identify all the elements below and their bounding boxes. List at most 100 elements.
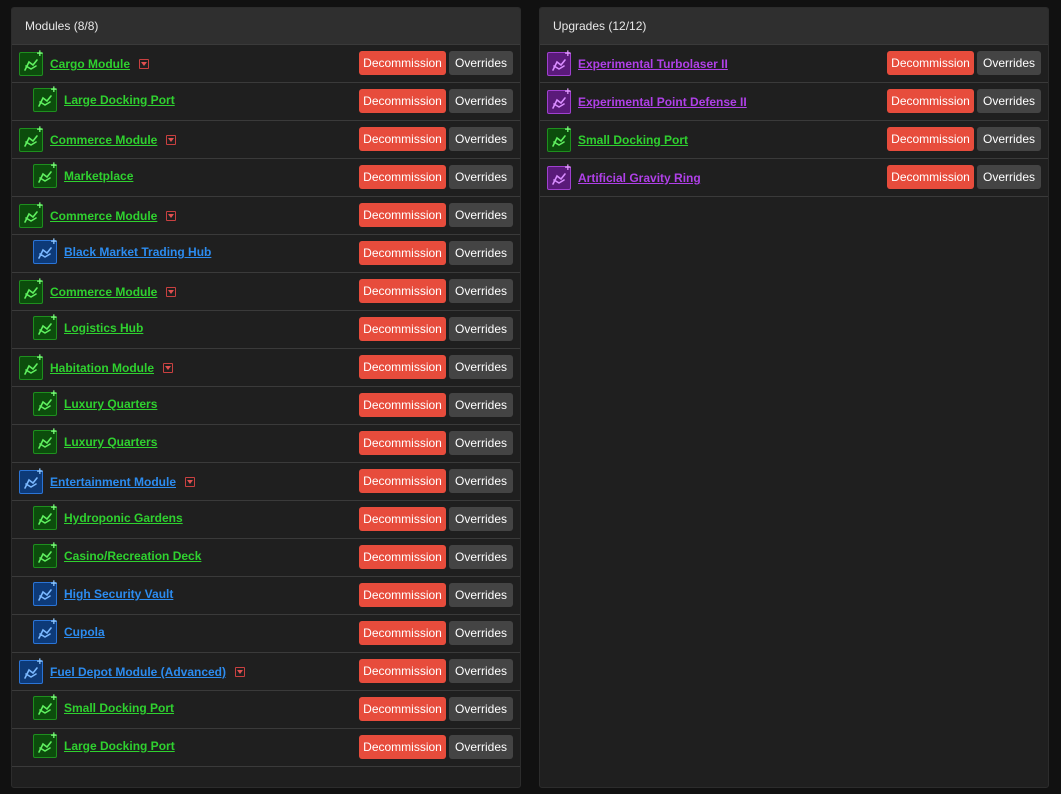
overrides-button[interactable]: Overrides: [449, 697, 513, 721]
upgrade-icon: +: [547, 87, 571, 114]
expand-caret-icon[interactable]: [163, 363, 173, 373]
decommission-button[interactable]: Decommission: [359, 583, 446, 607]
plus-icon: +: [36, 656, 43, 668]
overrides-button[interactable]: Overrides: [449, 507, 513, 531]
decommission-button[interactable]: Decommission: [359, 279, 446, 303]
decommission-button[interactable]: Decommission: [359, 545, 446, 569]
overrides-button[interactable]: Overrides: [977, 89, 1041, 113]
item-name-label: Commerce Module: [50, 133, 158, 147]
item-name-link[interactable]: Large Docking Port: [64, 93, 175, 107]
overrides-button[interactable]: Overrides: [449, 165, 513, 189]
module-row-fuel-depot-module-advanced: + Fuel Depot Module (Advanced) Decommissio…: [12, 653, 520, 691]
item-name-link[interactable]: Large Docking Port: [64, 739, 175, 753]
module-row-experimental-turbolaser-ii: + Experimental Turbolaser II Decommission O…: [540, 45, 1048, 83]
overrides-button[interactable]: Overrides: [977, 165, 1041, 189]
overrides-button[interactable]: Overrides: [449, 583, 513, 607]
overrides-button[interactable]: Overrides: [449, 127, 513, 151]
decommission-button[interactable]: Decommission: [359, 431, 446, 455]
decommission-button[interactable]: Decommission: [359, 697, 446, 721]
item-name-link[interactable]: Artificial Gravity Ring: [578, 171, 701, 185]
decommission-button[interactable]: Decommission: [359, 355, 446, 379]
decommission-button[interactable]: Decommission: [359, 89, 446, 113]
item-name-link[interactable]: Black Market Trading Hub: [64, 245, 211, 259]
upgrades-panel: Upgrades (12/12) + Experimental Turbolase…: [539, 7, 1049, 788]
sub-module-row-cupola: + Cupola Decommission Overrides: [12, 615, 520, 653]
item-name-label: Large Docking Port: [64, 739, 175, 753]
decommission-button[interactable]: Decommission: [359, 51, 446, 75]
overrides-button[interactable]: Overrides: [449, 317, 513, 341]
overrides-button[interactable]: Overrides: [977, 51, 1041, 75]
overrides-button[interactable]: Overrides: [449, 51, 513, 75]
decommission-button[interactable]: Decommission: [359, 241, 446, 265]
item-name-link[interactable]: Marketplace: [64, 169, 133, 183]
ship-module-icon: +: [19, 467, 43, 494]
overrides-button[interactable]: Overrides: [449, 545, 513, 569]
item-name-link[interactable]: Cupola: [64, 625, 105, 639]
decommission-button[interactable]: Decommission: [359, 127, 446, 151]
overrides-button[interactable]: Overrides: [449, 735, 513, 759]
item-name-link[interactable]: Small Docking Port: [578, 133, 688, 147]
expand-caret-icon[interactable]: [166, 211, 177, 221]
upgrade-icon: +: [547, 49, 571, 76]
item-name-link[interactable]: Commerce Module: [50, 133, 177, 147]
decommission-button[interactable]: Decommission: [359, 621, 446, 645]
item-name-link[interactable]: Commerce Module: [50, 209, 177, 223]
expand-caret-icon[interactable]: [235, 667, 246, 677]
overrides-button[interactable]: Overrides: [449, 659, 513, 683]
overrides-button[interactable]: Overrides: [449, 469, 513, 493]
item-name-label: Black Market Trading Hub: [64, 245, 212, 259]
overrides-button[interactable]: Overrides: [977, 127, 1041, 151]
expand-caret-icon[interactable]: [139, 59, 149, 69]
item-name-link[interactable]: Experimental Point Defense II: [578, 95, 747, 109]
module-upgrade-icon: +: [33, 85, 57, 112]
decommission-button[interactable]: Decommission: [359, 507, 446, 531]
item-name-label: Commerce Module: [50, 285, 158, 299]
item-name-link[interactable]: Small Docking Port: [64, 701, 174, 715]
item-name-link[interactable]: Experimental Turbolaser II: [578, 57, 728, 71]
decommission-button[interactable]: Decommission: [359, 469, 446, 493]
item-name-label: High Security Vault: [64, 587, 174, 601]
sub-module-row-large-docking-port: + Large Docking Port Decommission Overrides: [12, 729, 520, 767]
decommission-button[interactable]: Decommission: [359, 735, 446, 759]
plus-icon: +: [50, 616, 57, 628]
decommission-button[interactable]: Decommission: [887, 127, 974, 151]
decommission-button[interactable]: Decommission: [359, 317, 446, 341]
item-name-link[interactable]: Luxury Quarters: [64, 397, 157, 411]
item-name-link[interactable]: Habitation Module: [50, 361, 173, 375]
decommission-button[interactable]: Decommission: [359, 165, 446, 189]
item-name-link[interactable]: Entertainment Module: [50, 475, 196, 489]
expand-caret-icon[interactable]: [166, 135, 177, 145]
decommission-button[interactable]: Decommission: [887, 51, 974, 75]
decommission-button[interactable]: Decommission: [887, 89, 974, 113]
item-name-link[interactable]: Fuel Depot Module (Advanced): [50, 665, 246, 679]
module-upgrade-icon: +: [33, 693, 57, 720]
overrides-button[interactable]: Overrides: [449, 393, 513, 417]
item-name-label: Luxury Quarters: [64, 397, 158, 411]
decommission-button[interactable]: Decommission: [359, 659, 446, 683]
item-name-link[interactable]: Cargo Module: [50, 57, 149, 71]
modules-list: + Cargo Module Decommission Overrides + Large…: [12, 45, 520, 767]
item-name-link[interactable]: Hydroponic Gardens: [64, 511, 183, 525]
decommission-button[interactable]: Decommission: [887, 165, 974, 189]
overrides-button[interactable]: Overrides: [449, 203, 513, 227]
overrides-button[interactable]: Overrides: [449, 279, 513, 303]
expand-caret-icon[interactable]: [185, 477, 196, 487]
overrides-button[interactable]: Overrides: [449, 355, 513, 379]
item-name-link[interactable]: High Security Vault: [64, 587, 173, 601]
overrides-button[interactable]: Overrides: [449, 431, 513, 455]
item-name-link[interactable]: Luxury Quarters: [64, 435, 157, 449]
sub-module-row-black-market-trading-hub: + Black Market Trading Hub Decommission Ove…: [12, 235, 520, 273]
item-name-link[interactable]: Logistics Hub: [64, 321, 143, 335]
item-name-link[interactable]: Commerce Module: [50, 285, 177, 299]
module-upgrade-icon: +: [33, 237, 57, 264]
sub-module-row-casino-recreation-deck: + Casino/Recreation Deck Decommission Overr…: [12, 539, 520, 577]
overrides-button[interactable]: Overrides: [449, 89, 513, 113]
decommission-button[interactable]: Decommission: [359, 393, 446, 417]
ship-module-icon: +: [19, 49, 43, 76]
item-name-link[interactable]: Casino/Recreation Deck: [64, 549, 201, 563]
decommission-button[interactable]: Decommission: [359, 203, 446, 227]
expand-caret-icon[interactable]: [166, 287, 177, 297]
overrides-button[interactable]: Overrides: [449, 241, 513, 265]
overrides-button[interactable]: Overrides: [449, 621, 513, 645]
sub-module-row-luxury-quarters: + Luxury Quarters Decommission Overrides: [12, 387, 520, 425]
